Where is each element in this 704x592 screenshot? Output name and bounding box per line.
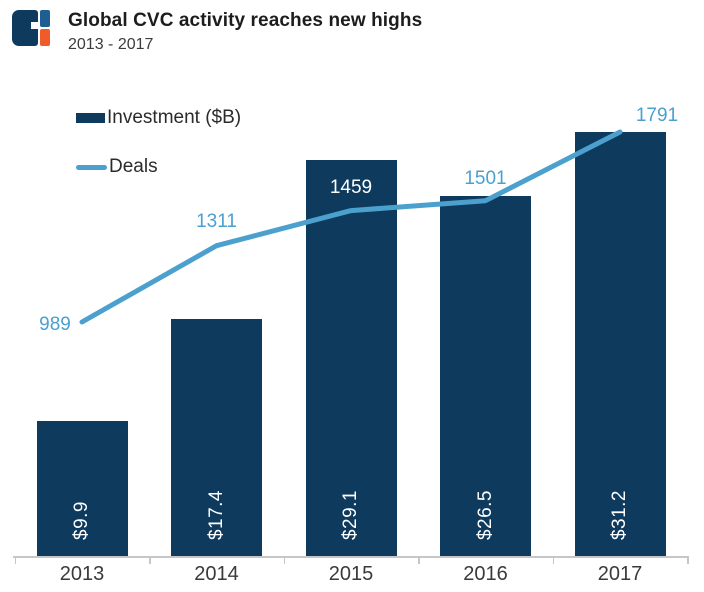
logo-blue-square-icon bbox=[40, 10, 50, 27]
x-axis-tick bbox=[149, 556, 151, 564]
x-axis-line bbox=[13, 556, 689, 558]
bar-value-label-2013: $9.9 bbox=[71, 501, 92, 540]
bar-value-label-2017: $31.2 bbox=[609, 489, 630, 540]
logo-orange-square-icon bbox=[40, 29, 50, 46]
bar-value-label-2016: $26.5 bbox=[474, 489, 496, 540]
deals-value-label-2017: 1791 bbox=[635, 104, 679, 126]
header-titles: Global CVC activity reaches new highs 20… bbox=[68, 10, 422, 54]
x-axis-tick bbox=[14, 556, 17, 564]
deals-value-label-2016: 1501 bbox=[464, 167, 507, 189]
bar-2016: $26.5 bbox=[440, 195, 531, 556]
x-axis-label-2016: 2016 bbox=[463, 563, 508, 585]
bar-2014: $17.4 bbox=[171, 319, 262, 556]
deals-value-label-2013: 989 bbox=[39, 313, 71, 335]
logo-notch bbox=[31, 22, 38, 29]
bar-2015: $29.1 bbox=[305, 160, 397, 556]
deals-value-label-2015: 1459 bbox=[329, 176, 373, 198]
bar-value-label-2015: $29.1 bbox=[340, 489, 361, 540]
bar-2013: $9.9 bbox=[36, 421, 128, 556]
bar-value-label-2014: $17.4 bbox=[205, 489, 227, 540]
x-axis-tick bbox=[687, 556, 689, 564]
bar-2017: $31.2 bbox=[574, 131, 666, 556]
x-axis-tick bbox=[283, 556, 286, 564]
x-axis-label-2014: 2014 bbox=[194, 563, 239, 585]
x-axis-tick bbox=[418, 556, 420, 564]
x-axis-label-2015: 2015 bbox=[328, 563, 374, 585]
x-axis-tick bbox=[552, 556, 555, 564]
page-subtitle: 2013 - 2017 bbox=[68, 36, 154, 53]
cb-insights-logo bbox=[12, 10, 50, 46]
investment-swatch-icon bbox=[76, 113, 105, 123]
legend-investment-label: Investment ($B) bbox=[107, 107, 242, 128]
deals-value-label-2014: 1311 bbox=[196, 210, 237, 232]
x-axis-label-2013: 2013 bbox=[59, 563, 105, 585]
x-axis-label-2017: 2017 bbox=[597, 563, 643, 585]
legend-item-investment: Investment ($B) bbox=[76, 107, 241, 129]
page-title: Global CVC activity reaches new highs bbox=[68, 10, 423, 31]
